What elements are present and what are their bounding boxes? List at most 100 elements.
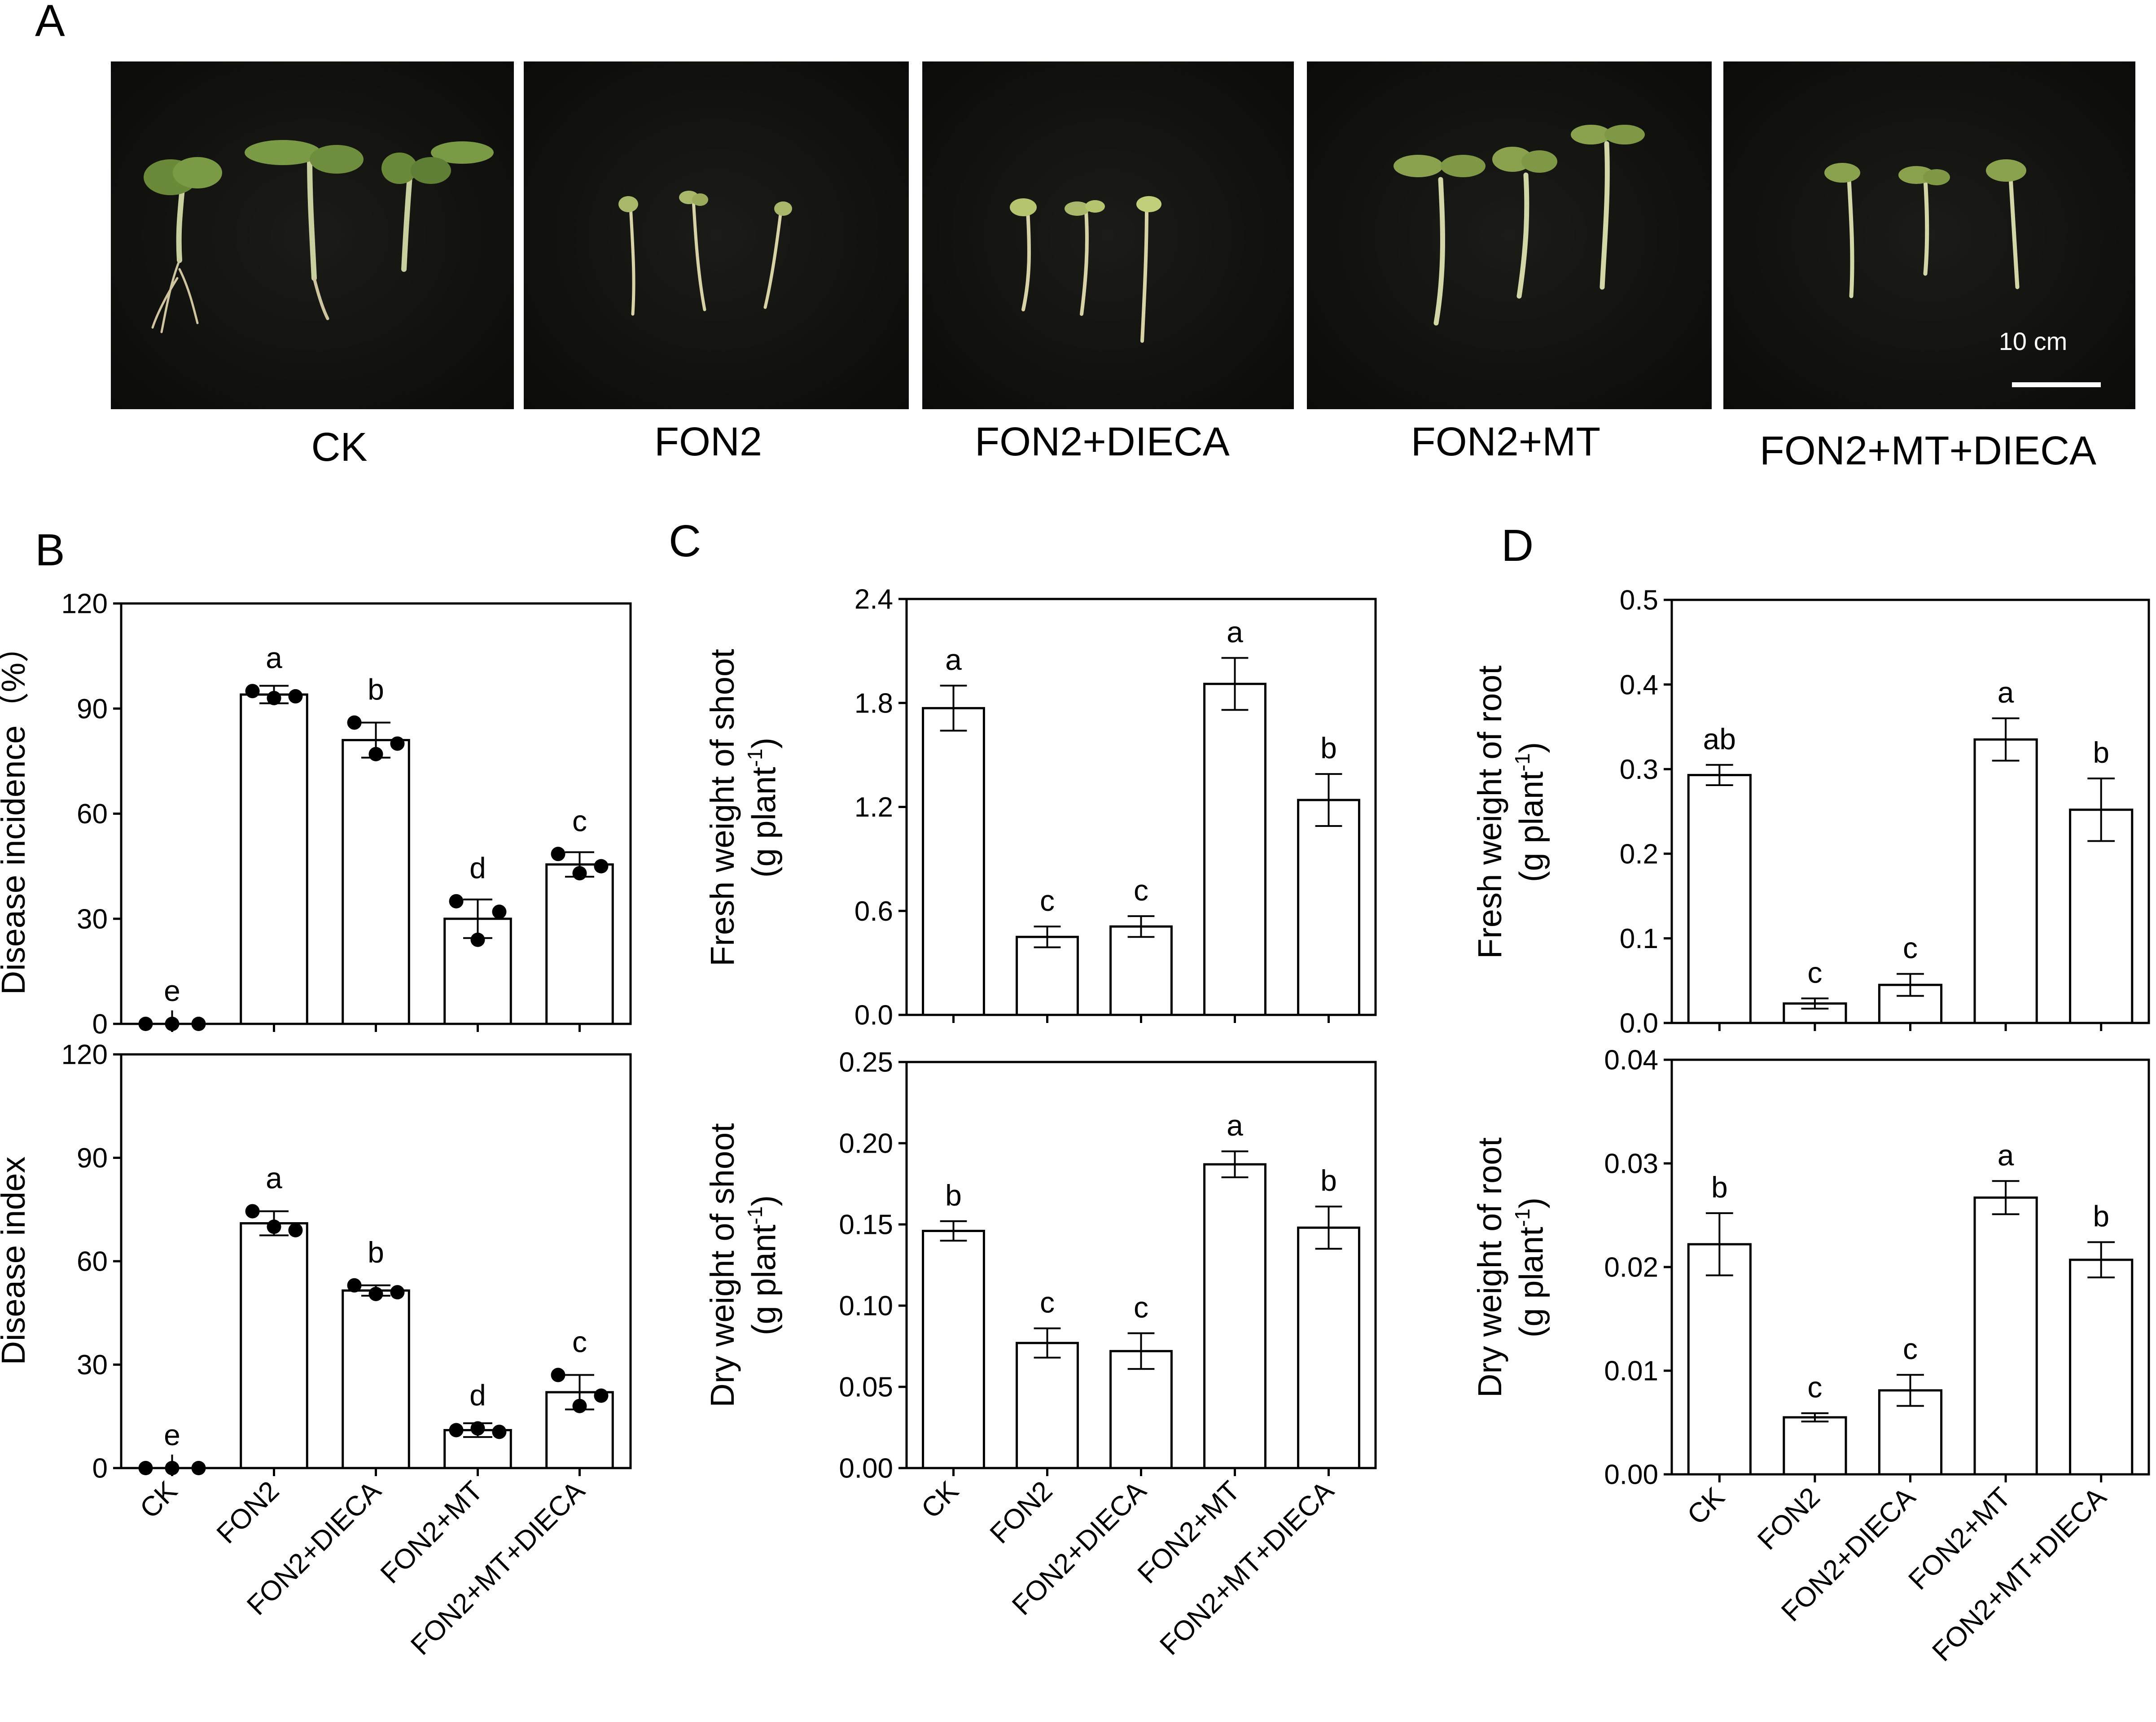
photo-caption-fon2-mt: FON2+MT — [1411, 420, 1601, 464]
significance-letter: b — [368, 1236, 384, 1269]
significance-letter: c — [572, 804, 587, 837]
bar — [922, 707, 985, 1016]
bar — [1203, 1163, 1266, 1469]
y-tick-label: 60 — [77, 799, 108, 830]
significance-letter: b — [945, 1179, 962, 1212]
scale-bar — [2012, 382, 2101, 387]
y-tick-label: 90 — [77, 1143, 108, 1174]
data-point — [492, 905, 507, 919]
bar — [2069, 1259, 2134, 1476]
data-point — [191, 1461, 206, 1475]
y-axis-label-line2: (g plant — [1513, 771, 1550, 882]
seedling-icon — [144, 140, 494, 333]
x-category-label: FON2 — [1752, 1482, 1826, 1556]
data-point — [165, 1461, 180, 1475]
bar — [1783, 1416, 1847, 1476]
y-tick-label: 0.0 — [1620, 1008, 1658, 1039]
bar — [1687, 774, 1752, 1024]
y-tick-label: 30 — [77, 904, 108, 935]
photo-fon2-dieca — [922, 61, 1294, 409]
y-axis-label-end: ) — [745, 1195, 783, 1206]
seedling-icon — [618, 191, 792, 316]
data-point — [390, 1285, 405, 1300]
significance-letter: b — [368, 673, 384, 706]
significance-letter: e — [164, 1418, 180, 1451]
photo-fon2-mt-dieca: 10 cm — [1723, 61, 2135, 409]
y-tick-label: 120 — [61, 589, 108, 620]
significance-letter: b — [2093, 736, 2109, 769]
y-axis-label: Fresh weight of root (g plant-1) — [1471, 665, 1550, 959]
bar — [1297, 1226, 1360, 1469]
photo-fon2-mt — [1307, 61, 1712, 409]
data-point — [245, 1204, 260, 1219]
y-tick-label: 0.4 — [1620, 669, 1658, 700]
photo-fon2 — [524, 61, 909, 409]
data-point — [138, 1461, 153, 1475]
y-tick-label: 1.8 — [855, 688, 893, 719]
x-category-label: CK — [134, 1475, 184, 1525]
panel-label-d: D — [1501, 520, 1534, 571]
significance-letter: a — [945, 643, 962, 676]
significance-letter: a — [266, 641, 282, 674]
data-point — [470, 1421, 485, 1436]
data-point — [245, 684, 260, 699]
y-axis-label-end: ) — [1513, 742, 1550, 753]
bar — [1878, 983, 1943, 1024]
y-axis-label-line1: Dry weight of root — [1471, 1137, 1508, 1398]
significance-letter: c — [1807, 956, 1822, 989]
significance-letter: a — [1227, 1109, 1243, 1142]
y-tick-label: 0.3 — [1620, 754, 1658, 785]
significance-letter: a — [1998, 1138, 2014, 1171]
y-tick-label: 0.00 — [1604, 1460, 1658, 1490]
seedling-icon — [1824, 159, 2026, 298]
bar — [1203, 682, 1266, 1016]
y-tick-label: 0.20 — [839, 1128, 893, 1159]
x-category-label: FON2+MT+DIECA — [1154, 1475, 1340, 1661]
data-point — [288, 1223, 303, 1237]
y-tick-label: 0.10 — [839, 1291, 893, 1322]
y-tick-label: 0.03 — [1604, 1149, 1658, 1180]
y-axis-label-line2: (g plant — [1513, 1227, 1550, 1337]
significance-letter: a — [1998, 676, 2014, 709]
data-point — [572, 866, 587, 881]
y-tick-label: 0.0 — [855, 1000, 893, 1031]
bar — [240, 1222, 308, 1469]
y-tick-label: 30 — [77, 1350, 108, 1381]
significance-letter: c — [1903, 1332, 1918, 1365]
significance-letter: c — [572, 1325, 587, 1359]
significance-letter: b — [2093, 1200, 2109, 1233]
y-tick-label: 0.15 — [839, 1210, 893, 1241]
data-point — [390, 736, 405, 751]
y-axis-label: Fresh weight of shoot (g plant-1) — [704, 649, 783, 966]
data-point — [347, 1278, 362, 1293]
data-point — [267, 1219, 281, 1234]
x-category-label: FON2 — [984, 1475, 1059, 1550]
significance-letter: c — [1903, 931, 1918, 965]
y-tick-label: 0.05 — [839, 1372, 893, 1403]
y-axis-label-end: ) — [1513, 1198, 1550, 1209]
bar — [1016, 1342, 1079, 1469]
data-point — [594, 859, 609, 874]
scale-bar-label: 10 cm — [1999, 327, 2068, 355]
y-tick-label: 0.2 — [1620, 839, 1658, 870]
bar — [1973, 1196, 2038, 1476]
bar — [342, 739, 410, 1025]
seedling-icon — [1394, 125, 1645, 326]
data-point — [368, 1286, 383, 1301]
data-point — [492, 1425, 507, 1439]
y-tick-label: 0.01 — [1604, 1356, 1658, 1387]
data-point — [594, 1388, 609, 1403]
y-axis-label-end: ) — [745, 738, 783, 749]
y-axis-label: Disease incidence（%） — [0, 629, 32, 995]
y-tick-label: 0.00 — [839, 1453, 893, 1484]
significance-letter: c — [1040, 884, 1055, 917]
photo-strip: 10 cm — [111, 61, 2135, 409]
data-point — [191, 1017, 206, 1031]
x-category-label: CK — [1681, 1482, 1731, 1531]
y-axis-label: Disease index — [0, 1157, 32, 1365]
photo-caption-ck: CK — [311, 425, 367, 470]
y-tick-label: 1.2 — [855, 792, 893, 823]
y-tick-label: 2.4 — [855, 584, 893, 615]
data-point — [347, 715, 362, 730]
